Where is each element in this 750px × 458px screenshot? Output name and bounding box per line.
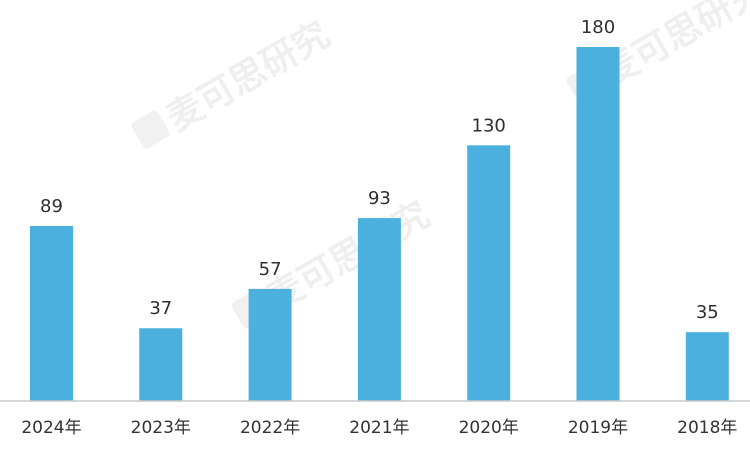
x-tick-label-4: 2020年 [459,418,519,438]
bar-5 [576,47,620,401]
value-label-3: 93 [368,188,391,209]
bar-6 [685,332,729,401]
value-label-4: 130 [472,115,506,136]
bar-2 [248,288,292,401]
value-label-6: 35 [696,302,719,323]
value-label-2: 57 [259,259,282,280]
x-axis-tick-labels: 2024年 2023年 2022年 2021年 2020年 2019年 2018年 [21,418,737,438]
watermark-layer: 麦可思研究 麦可思研究 麦可思研究 [131,0,750,329]
value-label-1: 37 [149,298,172,319]
data-labels: 89 37 57 93 130 180 35 [40,17,719,323]
x-tick-label-5: 2019年 [568,418,628,438]
x-tick-label-0: 2024年 [21,418,81,438]
value-label-5: 180 [581,17,615,38]
bar-0 [30,225,73,401]
x-tick-label-1: 2023年 [131,418,191,438]
x-tick-label-3: 2021年 [349,418,409,438]
bar-4 [467,145,511,401]
watermark-logo-icon [131,110,170,149]
x-tick-label-2: 2022年 [240,418,300,438]
bar-series [30,47,729,401]
x-tick-label-6: 2018年 [677,418,737,438]
bar-1 [139,328,183,401]
watermark-text: 麦可思研究 [160,14,336,140]
value-label-0: 89 [40,196,63,217]
bar-3 [357,218,401,401]
watermark-1: 麦可思研究 [131,14,337,149]
